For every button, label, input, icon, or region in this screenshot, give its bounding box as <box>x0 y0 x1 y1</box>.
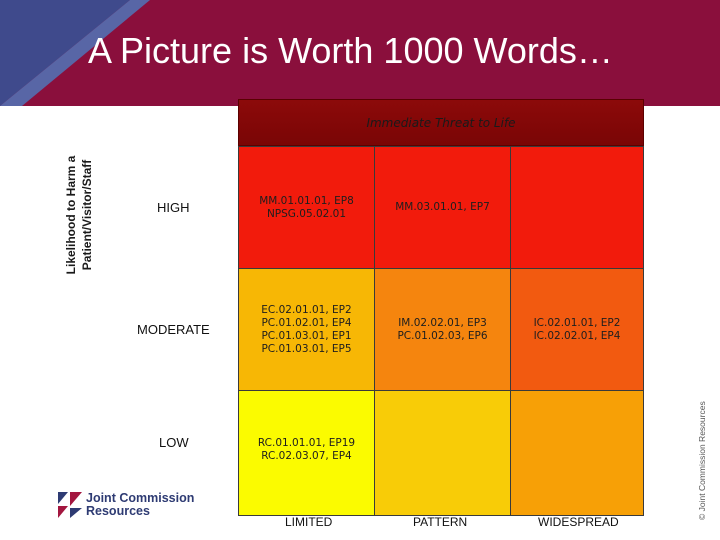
standard-reference: NPSG.05.02.01 <box>266 207 347 220</box>
slide-title: A Picture is Worth 1000 Words… <box>88 30 613 71</box>
column-label-limited: LIMITED <box>285 515 333 529</box>
standard-reference: PC.01.03.01, EP5 <box>261 342 352 355</box>
joint-commission-logo-icon <box>58 492 82 518</box>
matrix-cell-text: IC.02.01.01, EP2 IC.02.02.01, EP4 <box>534 317 621 343</box>
matrix-cell-text: MM.01.01.01, EP8 NPSG.05.02.01 <box>259 195 354 221</box>
matrix-cell-high-pattern: MM.03.01.01, EP7 <box>374 146 511 269</box>
matrix-cell-high-widespread <box>510 146 644 269</box>
standard-reference: MM.01.01.01, EP8 <box>259 194 354 207</box>
row-label-high: HIGH <box>157 200 190 215</box>
y-axis-label-line-1: Likelihood to Harm a <box>64 155 78 275</box>
matrix-cell-text: MM.03.01.01, EP7 <box>395 201 490 214</box>
matrix-cell-moderate-pattern: IM.02.02.01, EP3 PC.01.02.03, EP6 <box>374 268 511 391</box>
matrix-cell-text: RC.01.01.01, EP19 RC.02.03.07, EP4 <box>258 437 355 463</box>
column-label-widespread: WIDESPREAD <box>538 515 619 529</box>
column-header-immediate-threat: Immediate Threat to Life <box>238 99 644 146</box>
logo-text-line-1: Joint Commission <box>86 491 195 505</box>
header-corner-decoration <box>0 0 150 106</box>
standard-reference: IC.02.01.01, EP2 <box>533 316 621 329</box>
standard-reference: RC.01.01.01, EP19 <box>257 437 356 449</box>
row-label-moderate: MODERATE <box>137 322 210 337</box>
standard-reference: EC.02.01.01, EP2 <box>261 303 352 316</box>
standard-reference: IM.02.02.01, EP3 <box>398 316 487 329</box>
logo-text-line-2: Resources <box>86 504 150 518</box>
matrix-cell-moderate-limited: EC.02.01.01, EP2 PC.01.02.01, EP4 PC.01.03… <box>238 268 375 391</box>
standard-reference: PC.01.03.01, EP1 <box>261 329 352 342</box>
standard-reference: PC.01.02.03, EP6 <box>397 329 488 342</box>
matrix-cell-low-widespread <box>510 390 644 516</box>
matrix-cell-moderate-widespread: IC.02.01.01, EP2 IC.02.02.01, EP4 <box>510 268 644 391</box>
column-label-pattern: PATTERN <box>413 515 468 529</box>
joint-commission-logo: Joint Commission Resources <box>56 488 226 524</box>
y-axis-label: Likelihood to Harm a Patient/Visitor/Sta… <box>63 140 123 290</box>
matrix-cell-text: IM.02.02.01, EP3 PC.01.02.03, EP6 <box>397 317 487 343</box>
copyright-notice: © Joint Commission Resources <box>697 401 707 520</box>
matrix-cell-text: EC.02.01.01, EP2 PC.01.02.01, EP4 PC.01.03… <box>261 304 351 356</box>
y-axis-label-line-2: Patient/Visitor/Staff <box>80 159 94 271</box>
row-label-low: LOW <box>159 435 189 450</box>
standard-reference: PC.01.02.01, EP4 <box>261 316 352 329</box>
matrix-cell-high-limited: MM.01.01.01, EP8 NPSG.05.02.01 <box>238 146 375 269</box>
standard-reference: MM.03.01.01, EP7 <box>395 201 490 213</box>
standard-reference: IC.02.02.01, EP4 <box>533 329 621 342</box>
matrix-cell-low-limited: RC.01.01.01, EP19 RC.02.03.07, EP4 <box>238 390 375 516</box>
logo-text: Joint Commission Resources <box>86 492 194 518</box>
matrix-cell-low-pattern <box>374 390 511 516</box>
column-header-label: Immediate Threat to Life <box>366 115 516 130</box>
standard-reference: RC.02.03.07, EP4 <box>261 450 352 462</box>
